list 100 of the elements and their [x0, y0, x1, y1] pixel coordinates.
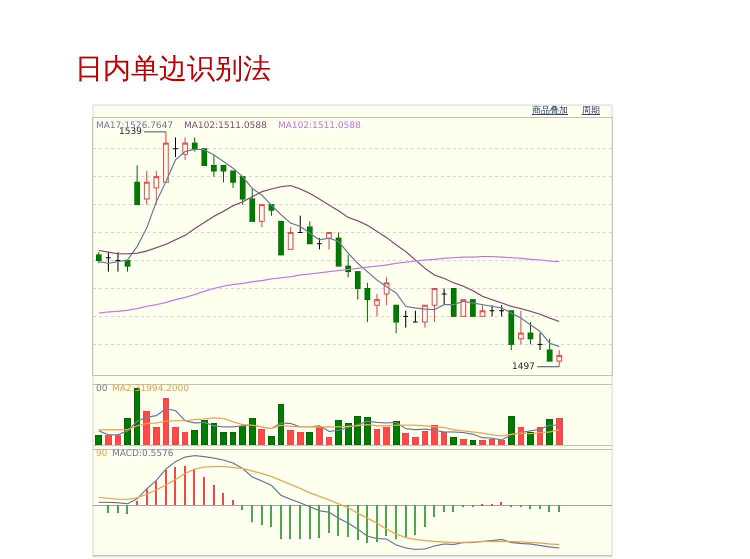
- candlestick: [124, 260, 130, 272]
- bar: [460, 439, 467, 445]
- bar: [220, 432, 227, 445]
- bar: [364, 417, 371, 445]
- candlestick: [297, 215, 304, 234]
- bar: [443, 504, 445, 512]
- candlestick: [336, 232, 342, 267]
- bar: [405, 504, 407, 537]
- bar: [280, 504, 282, 539]
- bar: [299, 504, 301, 539]
- bar: [261, 504, 263, 525]
- bar: [309, 504, 311, 539]
- bar: [422, 431, 428, 445]
- candlestick: [211, 154, 217, 178]
- bar: [117, 504, 119, 513]
- series-label: MACD:0.5576: [112, 449, 174, 459]
- chart-title: 日内单边识别法: [75, 52, 271, 85]
- bar: [500, 502, 502, 505]
- candlestick: [192, 137, 198, 152]
- bar: [433, 504, 435, 517]
- candlestick: [489, 304, 495, 317]
- text: 周期: [582, 105, 600, 116]
- bar: [414, 504, 416, 535]
- bar: [143, 411, 150, 445]
- bar: [241, 504, 243, 510]
- bar: [258, 429, 265, 445]
- bar: [115, 435, 121, 445]
- candlestick: [288, 226, 294, 250]
- bar: [328, 504, 330, 533]
- bar: [297, 432, 304, 445]
- bar: [172, 427, 179, 445]
- candlestick: [364, 282, 370, 322]
- bar: [347, 504, 349, 537]
- candlestick: [172, 137, 178, 158]
- bar: [529, 504, 531, 509]
- bar: [556, 418, 563, 445]
- candlestick: [537, 332, 543, 350]
- candlestick: [546, 338, 552, 362]
- candlestick: [144, 170, 150, 206]
- text: MA102:1511.0588: [184, 121, 268, 131]
- bar: [376, 504, 378, 542]
- bar: [452, 504, 454, 512]
- bar: [306, 432, 313, 445]
- candlestick: [354, 271, 361, 300]
- bar: [249, 418, 256, 445]
- bar: [354, 416, 361, 445]
- text: MA2:31994.2000: [112, 384, 190, 394]
- bar: [441, 432, 447, 445]
- bar: [193, 468, 195, 505]
- bar: [203, 476, 205, 505]
- bar: [211, 423, 217, 445]
- candlestick: [220, 164, 226, 183]
- candlestick: [182, 137, 188, 160]
- candlestick: [163, 131, 169, 183]
- bar: [251, 504, 253, 522]
- candlestick: [230, 170, 236, 188]
- candlestick: [412, 310, 418, 322]
- bar: [287, 430, 294, 445]
- bar: [124, 418, 131, 445]
- annotation: 1497: [512, 362, 535, 372]
- bar: [527, 432, 534, 445]
- bar: [165, 470, 167, 505]
- bar: [548, 504, 550, 512]
- bar: [239, 426, 246, 445]
- bar: [230, 432, 236, 445]
- candlestick: [528, 321, 534, 345]
- bar: [316, 427, 323, 445]
- candlestick: [96, 252, 102, 264]
- bar: [498, 440, 505, 445]
- bar: [374, 429, 380, 445]
- bar: [289, 504, 291, 539]
- bar: [153, 427, 160, 445]
- bar: [337, 504, 339, 536]
- annotation: 00: [96, 384, 108, 394]
- candlestick: [432, 288, 438, 322]
- candlestick: [316, 238, 322, 250]
- bar: [182, 432, 188, 445]
- bar: [174, 466, 176, 505]
- bar: [402, 433, 409, 445]
- bar: [222, 492, 224, 505]
- candlestick: [480, 304, 486, 317]
- bar: [383, 427, 390, 445]
- bar: [357, 504, 359, 540]
- bar: [201, 420, 208, 445]
- candlestick: [278, 220, 284, 256]
- candlestick: [422, 304, 428, 328]
- bar: [385, 504, 387, 536]
- bar: [136, 500, 138, 505]
- candlestick: [326, 232, 332, 250]
- bar: [232, 500, 234, 505]
- bar: [278, 404, 284, 445]
- candlestick: [249, 187, 256, 222]
- bar: [163, 398, 169, 445]
- bar: [479, 440, 486, 445]
- candlestick: [374, 294, 380, 317]
- candlestick: [393, 304, 399, 334]
- bar: [470, 440, 476, 445]
- bar: [270, 504, 272, 527]
- candlestick: [518, 310, 524, 345]
- candlestick: [556, 349, 562, 368]
